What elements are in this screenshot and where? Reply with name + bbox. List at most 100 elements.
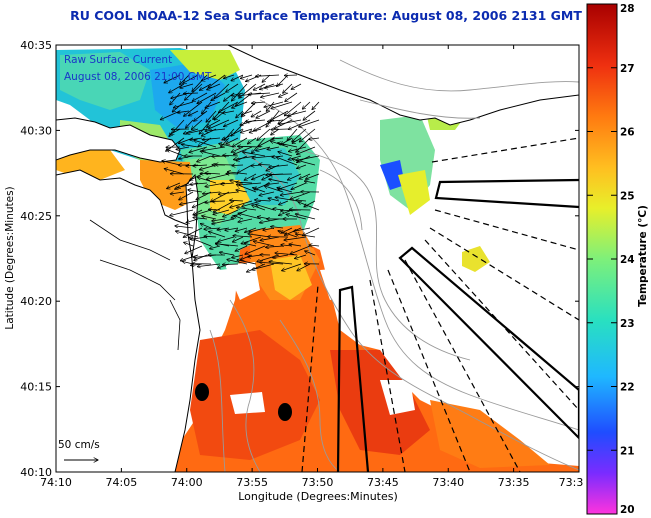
current-vector (215, 164, 235, 165)
current-annotation-line2: August 08, 2006 21:00 GMT (64, 71, 212, 83)
current-vector (276, 157, 298, 166)
current-vector (278, 92, 289, 97)
y-tick-label: 40:20 (20, 295, 52, 308)
colorbar-label: Temperature (°C) (637, 205, 649, 307)
current-vector (175, 231, 199, 238)
current-vector (287, 173, 302, 180)
current-vector (247, 255, 262, 257)
current-vector (207, 83, 221, 90)
current-vector (267, 120, 284, 122)
current-vector (277, 188, 293, 193)
current-vector (290, 191, 311, 199)
current-vector (194, 140, 217, 148)
current-vector (257, 128, 271, 140)
current-vector (202, 192, 221, 194)
current-vector (230, 200, 244, 201)
current-vector (232, 101, 248, 108)
current-vector (223, 155, 239, 156)
current-vector (271, 128, 280, 135)
current-vector (219, 252, 235, 256)
current-vector (244, 243, 257, 247)
current-vector (211, 92, 226, 101)
mooring-marker (195, 383, 209, 401)
current-vector (202, 216, 217, 220)
current-vector (271, 101, 293, 109)
current-vector (232, 254, 244, 258)
current-vector (297, 164, 307, 168)
current-vector (197, 92, 217, 104)
current-vector (247, 137, 257, 144)
current-vector (214, 83, 230, 98)
x-tick-label: 73:3 (559, 476, 584, 489)
current-vector (262, 74, 271, 82)
current-vector (271, 129, 289, 130)
current-vector (266, 246, 284, 247)
current-vector (201, 74, 217, 81)
map-title: RU COOL NOAA-12 Sea Surface Temperature:… (70, 8, 582, 23)
current-vector (223, 74, 235, 78)
current-vector (290, 245, 311, 254)
current-vector (175, 226, 194, 229)
current-vector (219, 144, 235, 148)
current-vector (237, 260, 257, 265)
current-vector (197, 155, 212, 162)
current-vector (241, 110, 253, 115)
current-vector (186, 119, 194, 128)
current-vector (236, 182, 253, 183)
current-vector (238, 146, 262, 147)
current-vector (293, 227, 311, 231)
current-vector (252, 173, 266, 180)
current-vector (233, 236, 253, 237)
current-vector (271, 227, 284, 228)
current-vector (162, 161, 181, 166)
current-vector (170, 92, 181, 105)
current-vector (303, 110, 316, 120)
y-axis: 40:35 40:30 40:25 40:20 40:15 40:10 (20, 39, 579, 479)
current-vector (264, 186, 284, 193)
current-vector (299, 119, 320, 127)
current-vector (225, 227, 239, 230)
current-vector (253, 241, 275, 247)
current-vector (305, 173, 320, 179)
current-vector (208, 74, 226, 88)
current-vector (269, 164, 289, 167)
y-tick-label: 40:30 (20, 124, 52, 137)
current-vector (267, 146, 280, 150)
x-tick-label: 73:45 (367, 476, 399, 489)
current-vector (273, 254, 289, 258)
current-vector (208, 119, 230, 129)
current-vector (232, 137, 248, 147)
current-vector (200, 151, 221, 157)
colorbar-tick-label: 27 (620, 63, 635, 75)
current-vector (248, 93, 271, 94)
current-vector (237, 164, 253, 173)
current-vector (222, 111, 235, 113)
current-vector (224, 119, 239, 127)
current-vector (226, 137, 239, 144)
current-vector (235, 227, 248, 231)
current-vector (232, 236, 244, 242)
current-vector (170, 128, 181, 134)
current-vector (208, 209, 221, 210)
current-vector (180, 200, 199, 205)
x-tick-label: 73:55 (236, 476, 268, 489)
x-tick-label: 74:05 (106, 476, 138, 489)
current-vector (295, 254, 307, 259)
current-vector (248, 234, 271, 238)
current-vector (223, 209, 239, 217)
current-vector (238, 218, 253, 222)
current-vector (275, 197, 298, 202)
current-vector (188, 190, 203, 193)
colorbar-tick-label: 21 (620, 445, 635, 457)
current-vector (173, 101, 194, 108)
current-vector (309, 245, 320, 246)
current-vector (206, 110, 217, 122)
current-vector (172, 101, 185, 112)
current-vector (291, 83, 302, 89)
current-vector (205, 101, 221, 108)
current-annotation-line1: Raw Surface Current (64, 54, 172, 66)
current-vector (249, 128, 262, 133)
current-vector (170, 209, 194, 216)
current-vector (251, 110, 262, 117)
